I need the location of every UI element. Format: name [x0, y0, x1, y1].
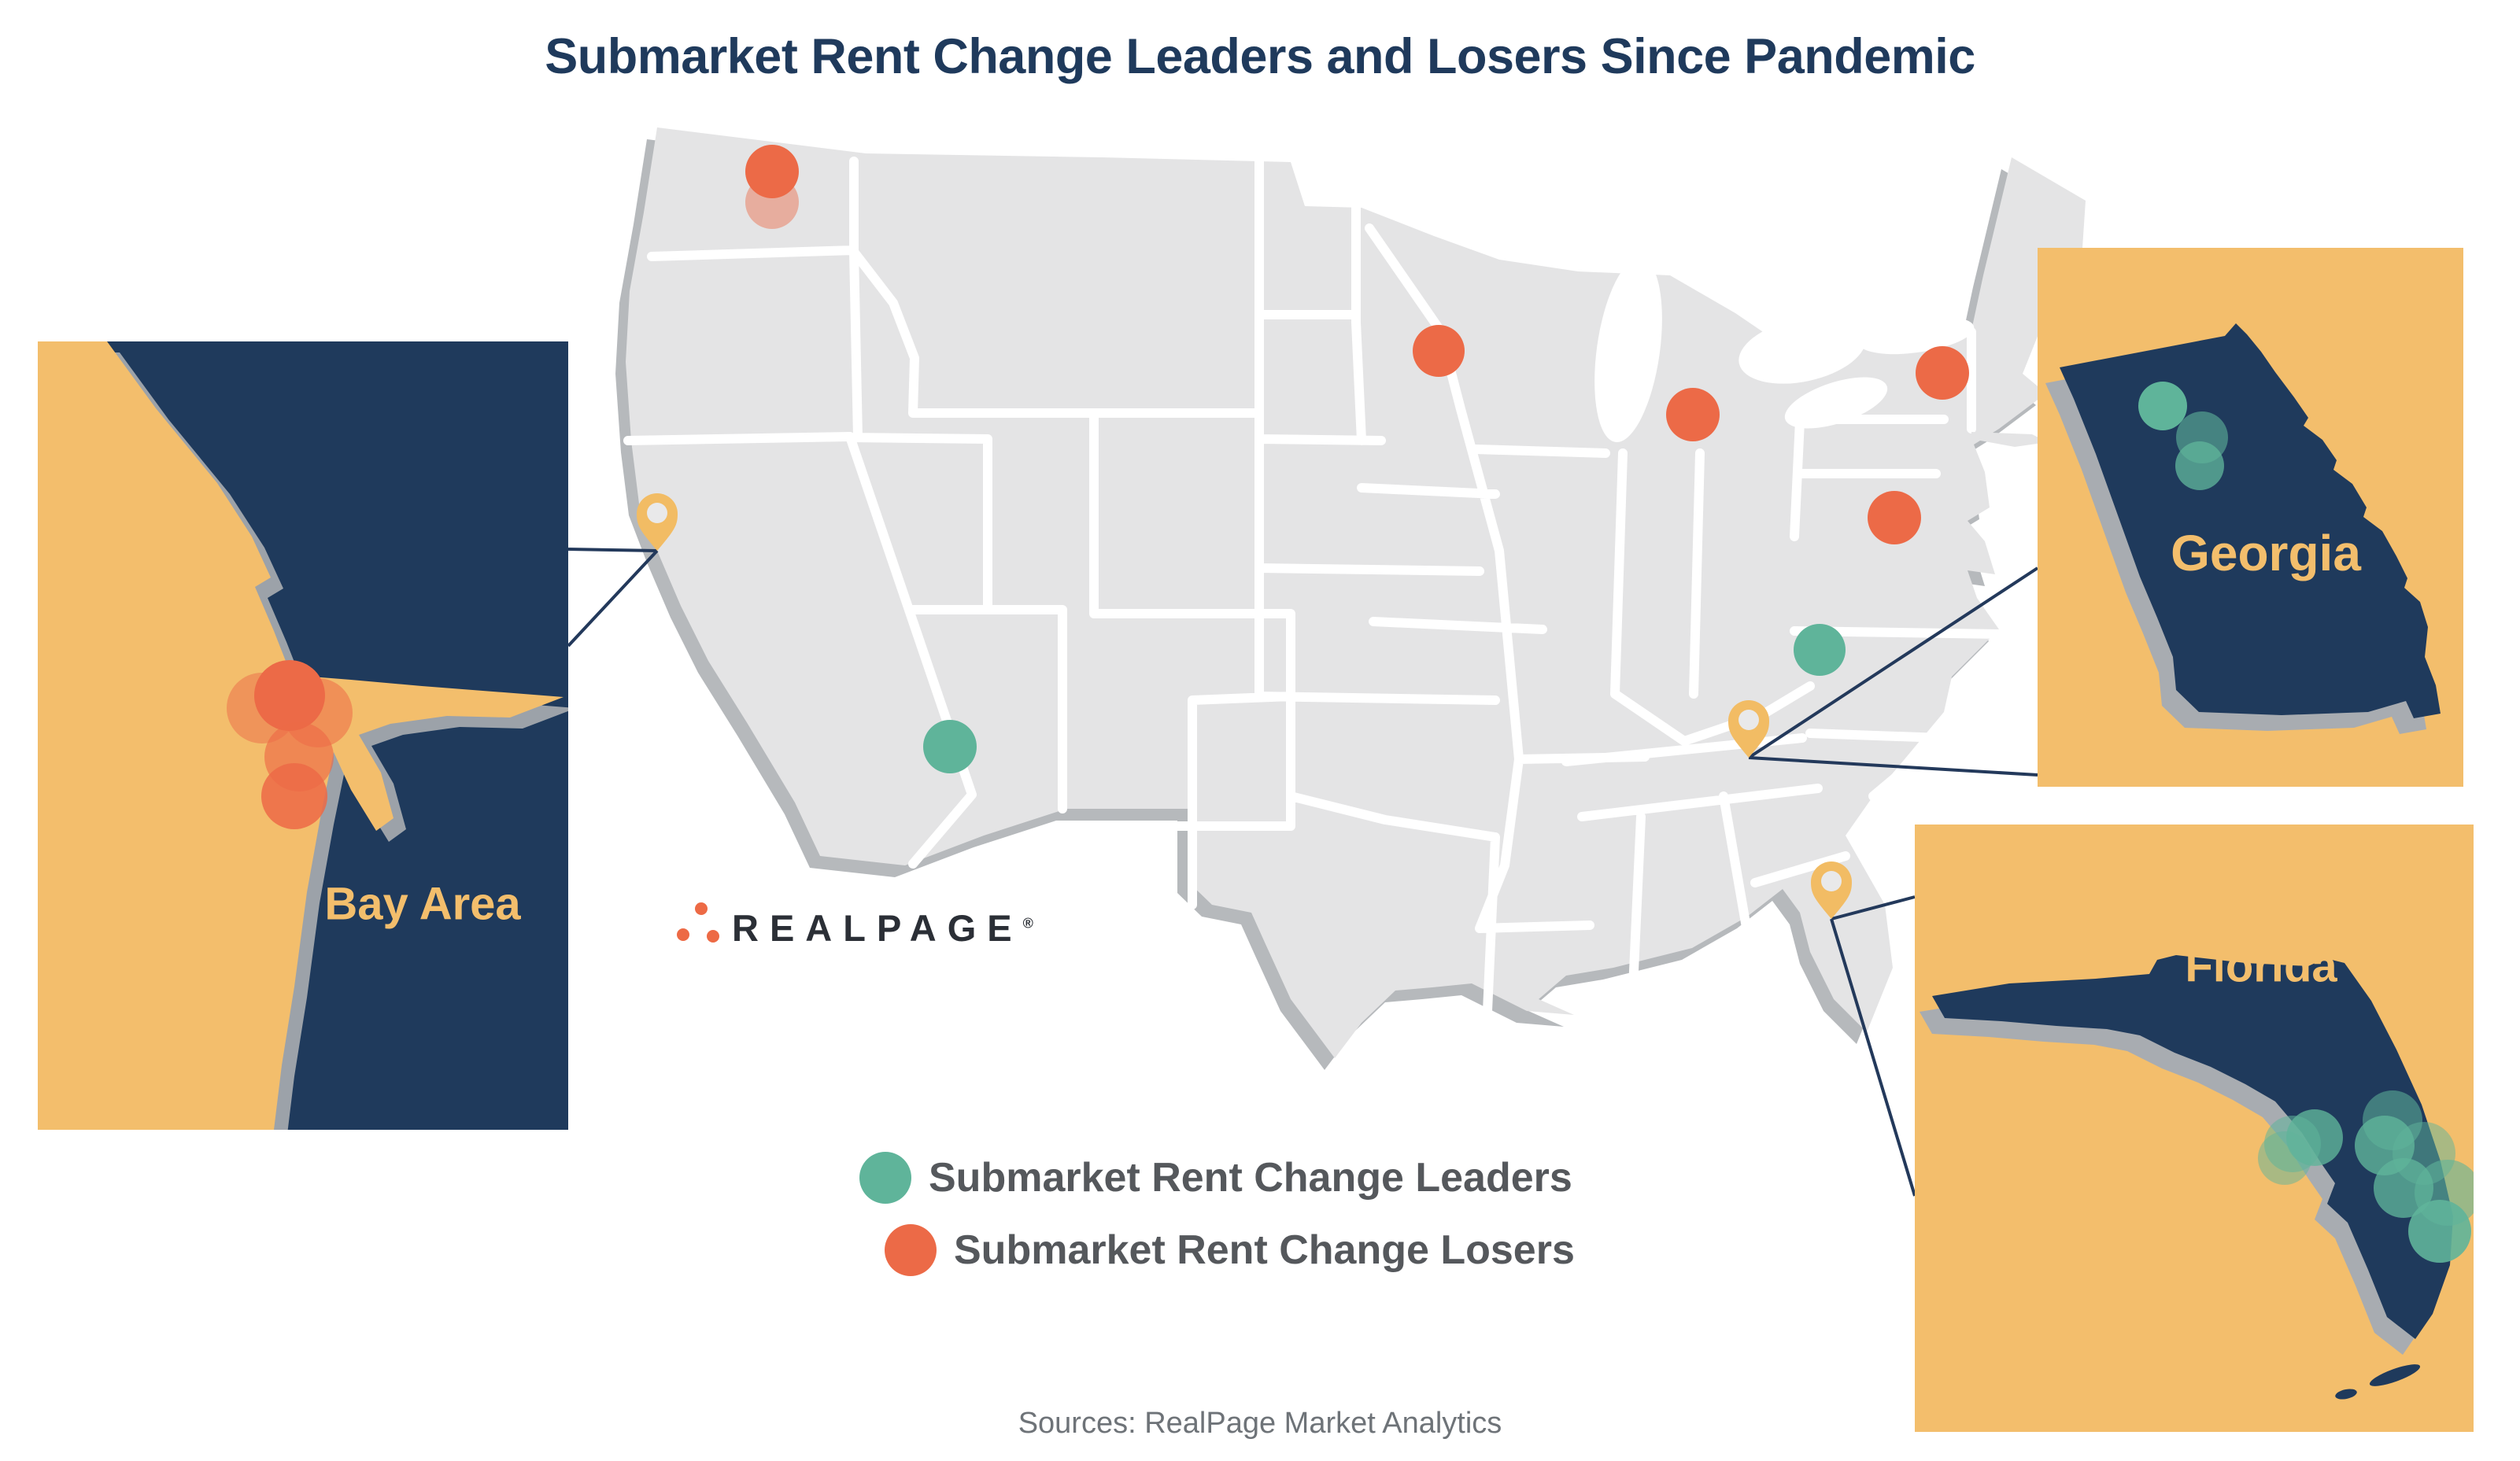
loser-dot — [1413, 325, 1465, 377]
georgia-inset-map — [2045, 323, 2441, 734]
loser-dot — [1868, 491, 1921, 544]
source-note: Sources: RealPage Market Analytics — [1018, 1407, 1502, 1440]
location-pins — [637, 493, 1852, 919]
leader-dot — [2408, 1200, 2471, 1263]
logo-wordmark: REALPAGE® — [732, 907, 1033, 949]
leader-dot — [923, 720, 977, 773]
legend-losers-label: Submarket Rent Change Losers — [954, 1227, 1575, 1273]
georgia-inset: Georgia — [2038, 248, 2463, 787]
map-pin-hole — [647, 503, 667, 523]
bay-area-inset: Bay Area — [38, 341, 568, 1130]
florida-shape — [1932, 955, 2453, 1339]
florida-keys — [2335, 1364, 2421, 1400]
legend-leaders-dot — [859, 1152, 911, 1204]
loser-dot — [745, 145, 799, 198]
georgia-dots — [2138, 382, 2228, 490]
florida-label: Florida — [2185, 940, 2337, 992]
loser-dot — [1666, 388, 1720, 441]
callout-lines — [567, 548, 2039, 1197]
legend-leaders-label: Submarket Rent Change Leaders — [929, 1155, 1572, 1201]
georgia-label: Georgia — [2171, 525, 2361, 581]
florida-dots — [2258, 1090, 2474, 1263]
leader-dot — [2138, 382, 2187, 430]
submarket-dots — [745, 145, 1969, 773]
loser-dot — [261, 763, 327, 829]
map-pin-hole — [1821, 871, 1842, 891]
legend-losers-dot — [885, 1224, 937, 1276]
bay-area-dots — [227, 660, 353, 829]
loser-dot — [1916, 346, 1969, 400]
leader-dot — [1794, 624, 1846, 676]
loser-dot — [254, 660, 325, 731]
map-pin-hole — [1739, 710, 1759, 730]
logo-dot-icon — [707, 930, 719, 943]
bay-area-inset-map — [38, 341, 568, 1130]
florida-inset-map — [1920, 955, 2474, 1400]
leader-dot — [2258, 1131, 2311, 1185]
state-borders — [623, 157, 2008, 1016]
page-title: Submarket Rent Change Leaders and Losers… — [545, 29, 1975, 84]
logo-dot-icon — [677, 928, 689, 941]
registered-mark: ® — [1022, 915, 1033, 932]
logo-dot-icon — [695, 902, 708, 915]
us-map-silhouette — [626, 127, 2086, 1058]
florida-inset: Florida — [1915, 825, 2474, 1432]
bay-area-label: Bay Area — [324, 878, 521, 930]
great-lakes — [1594, 258, 1975, 442]
long-island — [1971, 432, 2048, 447]
leader-dot — [2175, 441, 2224, 490]
